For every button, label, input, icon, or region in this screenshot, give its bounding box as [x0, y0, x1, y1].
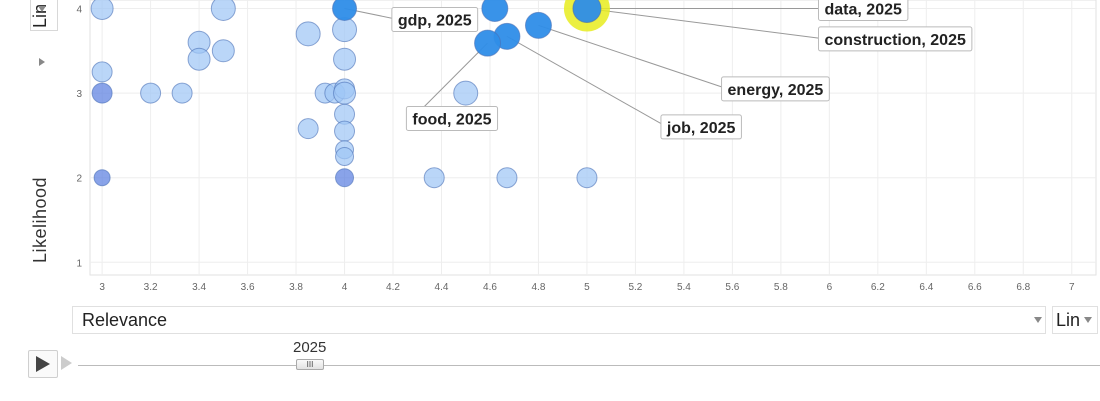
- x-tick-label: 6.4: [919, 282, 933, 293]
- bubble-label[interactable]: food, 2025: [412, 111, 491, 128]
- x-tick-label: 6.8: [1016, 282, 1030, 293]
- label-leader-line: [586, 7, 825, 40]
- data-point[interactable]: [332, 17, 358, 43]
- x-tick-label: 3.4: [192, 282, 206, 293]
- data-point[interactable]: [576, 167, 598, 189]
- bubble-label-box: [818, 26, 973, 52]
- x-axis-selector[interactable]: [72, 306, 1046, 334]
- x-scale-selector[interactable]: [1052, 306, 1098, 334]
- bubble-label[interactable]: job, 2025: [666, 120, 736, 137]
- data-point[interactable]: [334, 120, 356, 142]
- y-tick-label: 2: [76, 174, 82, 185]
- data-point[interactable]: [91, 61, 113, 83]
- label-leader-line: [412, 42, 488, 119]
- data-point[interactable]: [481, 0, 509, 22]
- x-tick-label: 4.2: [386, 282, 400, 293]
- x-scale-dropdown-icon[interactable]: [1084, 317, 1092, 323]
- data-point[interactable]: [423, 167, 445, 189]
- data-point[interactable]: [572, 0, 602, 23]
- x-tick-label: 5.4: [677, 282, 691, 293]
- data-point[interactable]: [335, 168, 355, 188]
- y-tick-label: 3: [76, 89, 82, 100]
- play-icon[interactable]: [36, 356, 50, 372]
- label-leader-line: [538, 24, 728, 90]
- data-point[interactable]: [171, 82, 193, 104]
- data-point[interactable]: [295, 21, 321, 47]
- data-point[interactable]: [187, 47, 211, 71]
- x-tick-label: 3.8: [289, 282, 303, 293]
- x-scale-label: Lin: [1056, 310, 1081, 330]
- x-tick-label: 6.6: [968, 282, 982, 293]
- data-point[interactable]: [333, 47, 357, 71]
- x-axis-dropdown-icon[interactable]: [1034, 317, 1042, 323]
- chevron-right-icon[interactable]: [39, 58, 45, 66]
- data-point[interactable]: [140, 82, 162, 104]
- data-point[interactable]: [93, 169, 111, 187]
- x-tick-label: 4.4: [435, 282, 449, 293]
- bubble-label-box: [721, 76, 830, 102]
- x-tick-label: 4.8: [532, 282, 546, 293]
- y-axis-title[interactable]: Likelihood: [30, 176, 50, 264]
- x-tick-label: 6: [827, 282, 833, 293]
- data-point[interactable]: [332, 0, 358, 21]
- bubble-chart: 3 3.2 3.4 3.6 3.8 4 4.2 4.4 4.6 4.8 5 5.2 5.4 5.6 5.8 6…: [76, 0, 1097, 293]
- x-tick-label: 3.6: [241, 282, 255, 293]
- bubble-label-box: [391, 6, 479, 32]
- data-point[interactable]: [91, 82, 113, 104]
- step-forward-icon[interactable]: [61, 356, 72, 370]
- x-tick-label: 5: [584, 282, 590, 293]
- data-point[interactable]: [496, 167, 518, 189]
- x-tick-label: 4: [342, 282, 348, 293]
- data-point[interactable]: [335, 147, 355, 167]
- x-tick-label: 6.2: [871, 282, 885, 293]
- data-point[interactable]: [524, 11, 552, 39]
- data-point[interactable]: [210, 0, 236, 21]
- y-tick-label: 1: [76, 258, 82, 269]
- x-tick-label: 7: [1069, 282, 1075, 293]
- data-point[interactable]: [333, 81, 357, 105]
- x-tick-label: 5.2: [628, 282, 642, 293]
- x-tick-label: 5.6: [725, 282, 739, 293]
- timeline-slider-track[interactable]: [78, 365, 1100, 366]
- data-point[interactable]: [211, 39, 235, 63]
- x-tick-label: 4.6: [483, 282, 497, 293]
- bubble-label[interactable]: gdp, 2025: [398, 12, 472, 29]
- data-point[interactable]: [474, 29, 502, 57]
- y-scale-selector[interactable]: [30, 0, 58, 31]
- data-point[interactable]: [453, 80, 479, 106]
- x-tick-label: 3: [99, 282, 105, 293]
- label-leader-line: [506, 35, 668, 128]
- y-tick-label: 4: [76, 4, 82, 15]
- timeline-year-label: 2025: [293, 339, 327, 356]
- data-point[interactable]: [297, 118, 319, 140]
- bubble-label-box: [818, 0, 909, 21]
- data-point[interactable]: [90, 0, 114, 20]
- x-tick-label: 3.2: [144, 282, 158, 293]
- bubble-label[interactable]: energy, 2025: [728, 82, 824, 99]
- y-scale-dropdown-icon[interactable]: [38, 6, 46, 12]
- bubble-label-box: [660, 114, 742, 140]
- x-axis-title: Relevance: [82, 310, 168, 330]
- bubble-label-box: [405, 105, 499, 131]
- timeline-slider-thumb[interactable]: III: [296, 359, 324, 370]
- bubble-label[interactable]: construction, 2025: [825, 32, 966, 49]
- bubble-label[interactable]: data, 2025: [825, 1, 902, 18]
- x-tick-label: 5.8: [774, 282, 788, 293]
